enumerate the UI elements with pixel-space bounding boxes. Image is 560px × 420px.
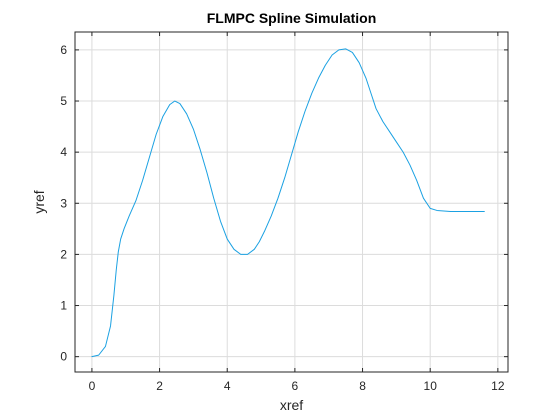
x-tick-label: 12 [491,379,505,393]
x-tick-label: 2 [156,379,163,393]
plot-area-frame [74,31,509,373]
y-tick-label: 6 [60,43,67,57]
x-tick-label: 8 [359,379,366,393]
x-tick-label: 4 [224,379,231,393]
x-tick-label: 6 [292,379,299,393]
grid-lines [75,32,508,372]
y-axis-label: yref [31,190,47,213]
spline-trajectory-line [91,48,485,358]
x-tick-label: 0 [89,379,96,393]
y-tick-label: 1 [60,299,67,313]
y-tick-label: 3 [60,196,67,210]
chart-title: FLMPC Spline Simulation [207,10,377,26]
y-tick-label: 0 [60,350,67,364]
x-axis-label: xref [280,397,303,413]
x-tick-label: 10 [424,379,438,393]
y-tick-label: 5 [60,94,67,108]
y-tick-label: 2 [60,247,67,261]
y-tick-label: 4 [60,145,67,159]
